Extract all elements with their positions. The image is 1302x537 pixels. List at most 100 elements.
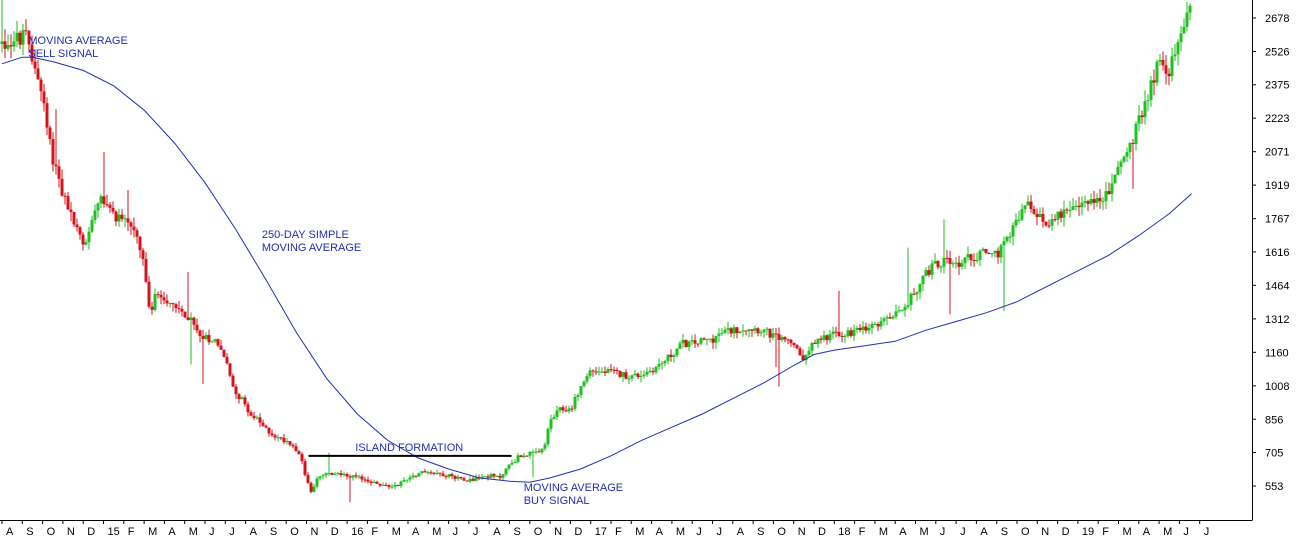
candle-218	[654, 366, 658, 375]
candle-21	[63, 192, 67, 205]
candle-body	[402, 480, 406, 482]
candle-199	[597, 366, 601, 376]
candle-body	[876, 324, 880, 327]
x-axis-ticks: A S O N D 15 F M A M J J A S O N D 16 F M A M J J A S O N D 17 F M A M J J A…	[1, 520, 1209, 537]
candle-body	[258, 417, 262, 423]
candle-122	[366, 476, 370, 484]
y-tick-label-2: 856	[1265, 414, 1283, 426]
x-tick-label-18: F	[371, 526, 378, 537]
x-tick-label-49: S	[1001, 526, 1008, 537]
candle-body	[288, 441, 292, 445]
candle-body	[417, 473, 421, 477]
candle-body	[648, 371, 652, 373]
candle-194	[582, 380, 586, 388]
candle-body	[1041, 214, 1045, 222]
candle-340	[1020, 203, 1024, 222]
candle-83	[249, 410, 253, 417]
candle-394	[1182, 18, 1186, 34]
candle-128	[384, 482, 388, 487]
candle-body	[951, 263, 955, 265]
candle-body	[480, 476, 484, 479]
x-tick-label-14: O	[290, 526, 299, 537]
candle-body	[696, 343, 700, 345]
candle-1	[3, 29, 7, 59]
candle-175	[525, 455, 529, 457]
candle-65	[195, 318, 199, 334]
y-tick-label-14: 2678	[1265, 13, 1289, 25]
candle-body	[690, 340, 694, 342]
candle-body	[1140, 115, 1144, 118]
candle-345	[1035, 208, 1039, 226]
candle-168	[504, 467, 508, 477]
candle-255	[765, 327, 769, 336]
candle-body	[1005, 236, 1009, 242]
candle-body	[630, 375, 634, 379]
candle-13	[39, 76, 43, 102]
candle-body	[777, 333, 781, 340]
candle-324	[972, 253, 976, 268]
candle-60	[180, 305, 184, 317]
candle-47	[141, 247, 145, 266]
candle-body	[786, 339, 790, 341]
candle-body	[1050, 219, 1054, 226]
candle-body	[1104, 191, 1108, 202]
candle-189	[567, 405, 571, 414]
candle-305	[915, 291, 919, 301]
candle-256	[768, 328, 772, 343]
candle-346	[1038, 207, 1042, 218]
candle-253	[759, 329, 763, 337]
candle-body	[1071, 206, 1075, 210]
candle-52	[156, 291, 160, 299]
candle-22	[66, 191, 70, 210]
candle-body	[525, 455, 529, 457]
candle-body	[465, 480, 469, 482]
candle-body	[891, 316, 895, 319]
candle-body	[369, 481, 373, 483]
candle-196	[588, 367, 592, 379]
candle-body	[798, 348, 802, 356]
candle-363	[1089, 193, 1093, 206]
candle-314	[942, 219, 946, 274]
candle-248	[744, 330, 748, 336]
candle-body	[660, 363, 664, 365]
candle-body	[1146, 99, 1150, 102]
candle-265	[795, 343, 799, 350]
x-tick-label-6: F	[128, 526, 135, 537]
candle-77	[231, 373, 235, 387]
candle-366	[1098, 189, 1102, 209]
candle-185	[555, 405, 559, 420]
candle-body	[300, 454, 304, 462]
candle-body	[45, 103, 49, 128]
candle-body	[363, 479, 367, 481]
x-tick-label-9: M	[189, 526, 198, 537]
candle-362	[1086, 200, 1090, 212]
candle-304	[912, 287, 916, 296]
x-tick-label-24: A	[493, 526, 501, 537]
candle-178	[534, 447, 538, 454]
candle-body	[720, 332, 724, 334]
candle-294	[882, 316, 886, 326]
candle-198	[594, 367, 598, 376]
x-tick-label-12: A	[250, 526, 258, 537]
candle-body	[804, 354, 808, 361]
candle-252	[756, 327, 760, 337]
candle-44	[132, 217, 136, 238]
candle-body	[555, 410, 559, 417]
candle-352	[1056, 211, 1060, 226]
candle-235	[705, 338, 709, 346]
candle-body	[102, 196, 106, 205]
candle-body	[672, 355, 676, 357]
y-tick-label-8: 1767	[1265, 214, 1289, 226]
x-tick-label-52: D	[1062, 526, 1070, 537]
candle-350	[1050, 213, 1054, 231]
candle-236	[708, 338, 712, 343]
candle-201	[603, 366, 607, 376]
candle-49	[147, 276, 151, 309]
x-tick-label-38: O	[777, 526, 786, 537]
candle-368	[1104, 181, 1108, 210]
candle-9	[27, 29, 31, 53]
candle-body	[426, 472, 430, 474]
candle-359	[1077, 196, 1081, 216]
candle-337	[1011, 222, 1015, 246]
candle-373	[1119, 159, 1123, 175]
